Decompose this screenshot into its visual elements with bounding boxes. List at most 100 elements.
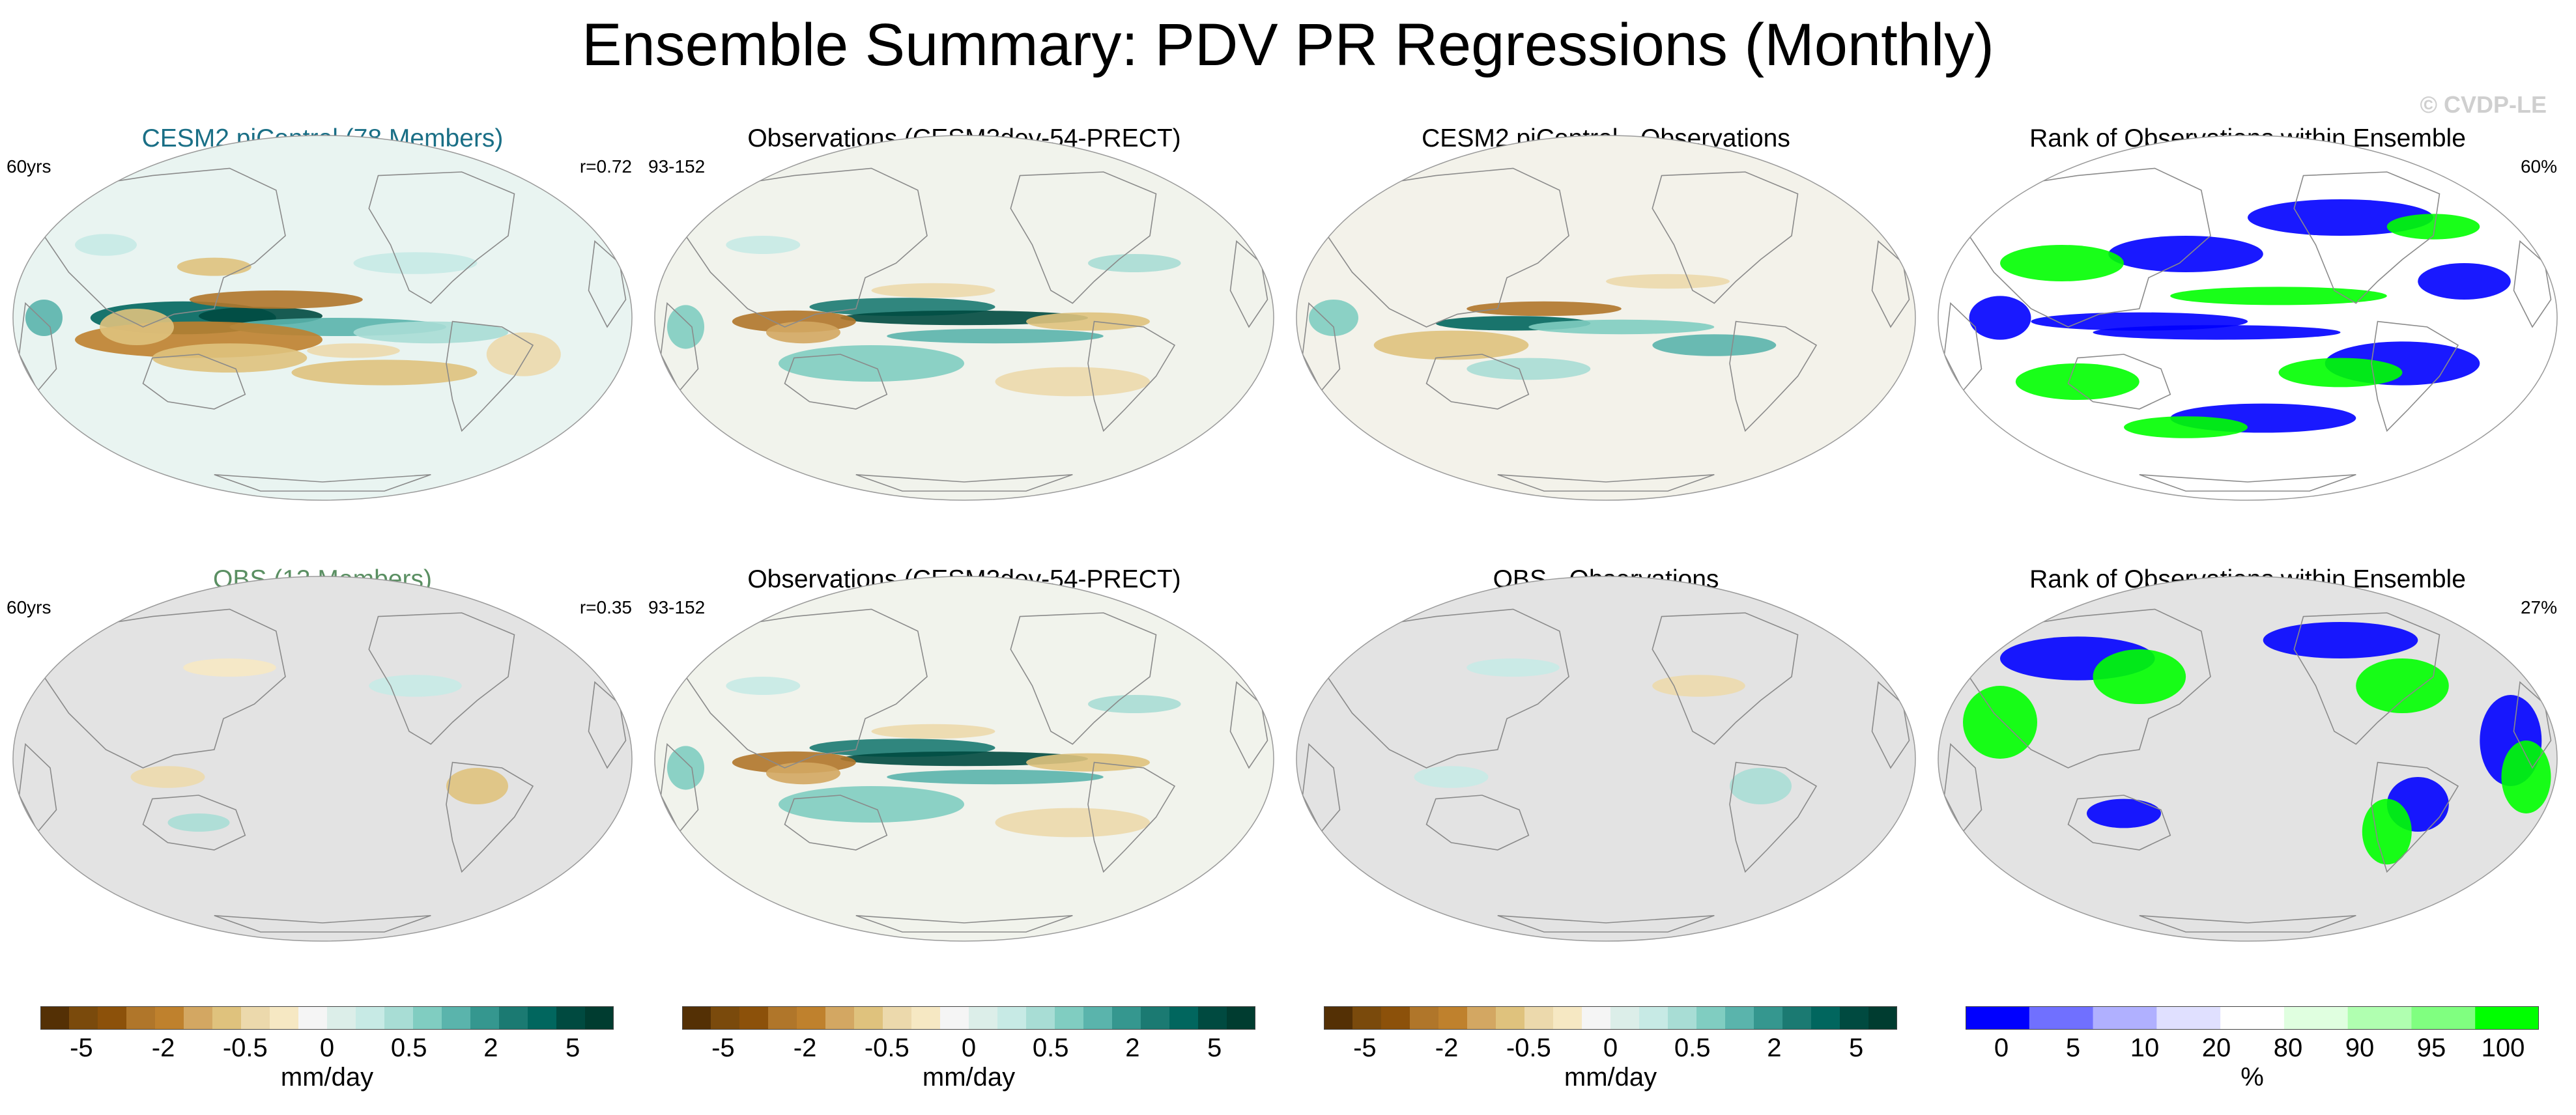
colorbar-swatch bbox=[940, 1006, 969, 1030]
coastline-australia bbox=[2067, 354, 2171, 410]
field-blob bbox=[995, 367, 1151, 397]
coastline-antarctica bbox=[1497, 474, 1715, 492]
colorbar-swatch bbox=[1438, 1006, 1468, 1030]
map-plot bbox=[1296, 135, 1916, 501]
coastline-north-america bbox=[1010, 612, 1157, 745]
panel-rank: Rank of Observations within Ensemble 60% bbox=[1928, 96, 2567, 513]
page-title: Ensemble Summary: PDV PR Regressions (Mo… bbox=[582, 12, 1994, 78]
field-blob bbox=[995, 808, 1151, 838]
field-blob bbox=[2000, 245, 2124, 281]
rank-percent-label: 27% bbox=[2520, 597, 2557, 617]
colorbar-swatch bbox=[384, 1006, 414, 1030]
field-blob bbox=[1467, 301, 1622, 317]
colorbar-tick-label: -2 bbox=[793, 1034, 817, 1062]
coastline-north-america bbox=[368, 171, 515, 304]
field-blob bbox=[1414, 766, 1489, 788]
field-blob bbox=[887, 769, 1104, 785]
colorbar-tick-label: 5 bbox=[1848, 1034, 1864, 1062]
field-blob bbox=[353, 252, 478, 274]
coastline-australia bbox=[784, 795, 888, 851]
colorbar-tick-label: 0.5 bbox=[1032, 1034, 1069, 1062]
colorbar-tick-label: -5 bbox=[1353, 1034, 1377, 1062]
colorbar-swatch bbox=[2156, 1006, 2221, 1030]
field-blob bbox=[446, 768, 508, 804]
coastline-north-america bbox=[1010, 171, 1157, 304]
colorbar-swatch bbox=[155, 1006, 184, 1030]
colorbar-swatch bbox=[1026, 1006, 1055, 1030]
field-blob bbox=[1467, 358, 1591, 380]
colorbar-tick-label: -5 bbox=[711, 1034, 735, 1062]
map-outline bbox=[1296, 576, 1916, 942]
colorbar-tick-label: 2 bbox=[483, 1034, 498, 1062]
colorbar-swatch bbox=[2411, 1006, 2476, 1030]
colorbar-swatches bbox=[682, 1006, 1256, 1030]
colorbar-tick-label: 20 bbox=[2201, 1034, 2231, 1062]
map-field bbox=[660, 167, 1268, 492]
coastline-australia bbox=[1425, 354, 1530, 410]
colorbar-units: % bbox=[2240, 1063, 2264, 1092]
colorbar-tick-label: 0 bbox=[961, 1034, 977, 1062]
colorbar-swatch bbox=[298, 1006, 328, 1030]
field-blob bbox=[369, 675, 462, 697]
field-blob bbox=[2418, 263, 2511, 300]
colorbar-swatch bbox=[1141, 1006, 1170, 1030]
colorbar-swatch bbox=[854, 1006, 883, 1030]
field-blob bbox=[2278, 358, 2403, 388]
colorbar-swatch bbox=[825, 1006, 855, 1030]
colorbar-swatch bbox=[69, 1006, 98, 1030]
colorbar-tick-label: 0 bbox=[1994, 1034, 2009, 1062]
field-blob bbox=[307, 343, 400, 358]
colorbar-tick-label: 2 bbox=[1767, 1034, 1782, 1062]
colorbar-tick-label: 100 bbox=[2481, 1034, 2525, 1062]
colorbar-units: mm/day bbox=[280, 1063, 374, 1092]
field-blob bbox=[766, 762, 840, 785]
map-plot bbox=[12, 576, 633, 942]
years-label: 93-152 bbox=[648, 597, 706, 617]
coastline-south-america bbox=[446, 320, 534, 432]
panel-difference: CESM2 piControl - Observations bbox=[1287, 96, 1925, 513]
colorbar-swatch bbox=[1868, 1006, 1898, 1030]
field-blob bbox=[1088, 695, 1181, 713]
colorbar-swatch bbox=[241, 1006, 270, 1030]
coastline-antarctica bbox=[855, 474, 1073, 492]
colorbar-tick-label: -0.5 bbox=[1506, 1034, 1551, 1062]
coastline-asia bbox=[43, 167, 286, 328]
correlation-label: r=0.72 bbox=[579, 156, 632, 176]
coastline-north-america bbox=[1652, 171, 1799, 304]
colorbar-swatch bbox=[1840, 1006, 1869, 1030]
panel-cesm2-picontrol: CESM2 piControl (78 Members) 60yrs r=0.7… bbox=[3, 96, 642, 513]
colorbar-frame bbox=[1324, 1006, 1897, 1030]
colorbar-swatch bbox=[1381, 1006, 1410, 1030]
colorbar-swatch bbox=[585, 1006, 614, 1030]
map-plot bbox=[1938, 576, 2558, 942]
colorbar-swatch bbox=[442, 1006, 471, 1030]
coastline-asia bbox=[1326, 167, 1569, 328]
colorbar-frame bbox=[682, 1006, 1255, 1030]
map-field bbox=[1302, 167, 1910, 492]
coastline-antarctica bbox=[2139, 915, 2356, 933]
coastline-australia bbox=[1425, 795, 1530, 851]
coastline-south-america bbox=[1087, 320, 1176, 432]
colorbar-swatch bbox=[2283, 1006, 2349, 1030]
field-blob bbox=[2356, 658, 2449, 713]
field-blob bbox=[1606, 274, 1730, 289]
panel-observations: Observations (CESM3dev-54-PRECT) 93-152 bbox=[645, 96, 1283, 513]
colorbar-swatch bbox=[768, 1006, 797, 1030]
coastline-antarctica bbox=[855, 915, 1073, 933]
map-field bbox=[660, 608, 1268, 933]
colorbar-swatch bbox=[1467, 1006, 1496, 1030]
field-blob bbox=[25, 300, 63, 336]
colorbar-swatch bbox=[2029, 1006, 2094, 1030]
colorbar-swatches bbox=[1966, 1006, 2540, 1030]
colorbar-units: mm/day bbox=[922, 1063, 1016, 1092]
watermark: © CVDP-LE bbox=[2420, 91, 2547, 118]
colorbar-swatch bbox=[1169, 1006, 1199, 1030]
coastline-south-america bbox=[1087, 761, 1176, 873]
map-field bbox=[18, 167, 627, 492]
coastline-africa bbox=[1943, 302, 1982, 392]
field-blob bbox=[177, 257, 251, 276]
coastline-asia bbox=[1968, 608, 2211, 769]
field-blob bbox=[2015, 363, 2140, 400]
colorbar-tick-label: 95 bbox=[2416, 1034, 2446, 1062]
field-blob bbox=[1652, 675, 1745, 697]
